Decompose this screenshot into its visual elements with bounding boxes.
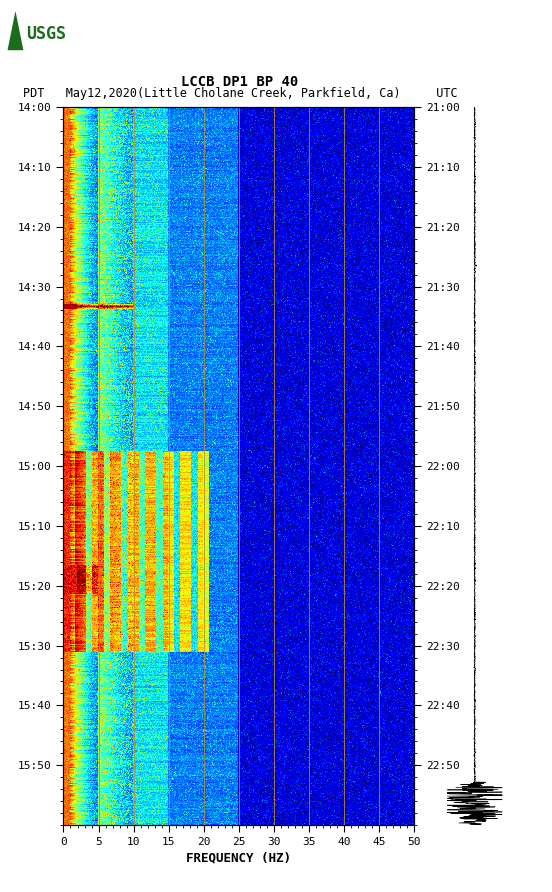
X-axis label: FREQUENCY (HZ): FREQUENCY (HZ) bbox=[186, 851, 291, 864]
Text: LCCB DP1 BP 40: LCCB DP1 BP 40 bbox=[182, 75, 299, 89]
Polygon shape bbox=[8, 11, 23, 50]
Text: USGS: USGS bbox=[26, 25, 66, 43]
Text: PDT   May12,2020(Little Cholane Creek, Parkfield, Ca)     UTC: PDT May12,2020(Little Cholane Creek, Par… bbox=[23, 87, 458, 100]
